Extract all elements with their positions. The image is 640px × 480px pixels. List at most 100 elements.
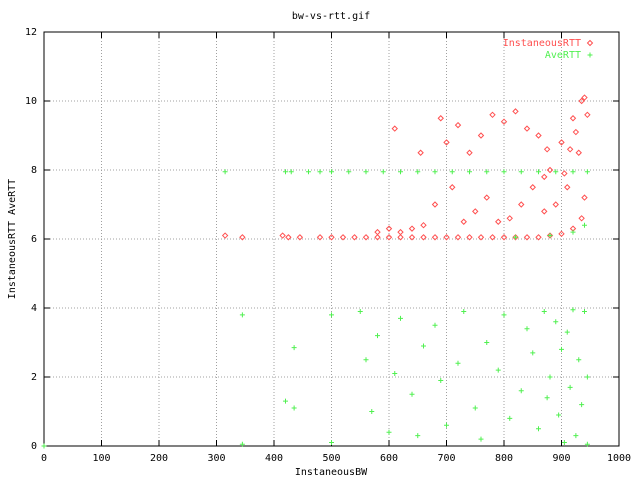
point — [454, 234, 462, 241]
point — [449, 169, 455, 175]
point — [41, 443, 47, 449]
point — [484, 169, 490, 175]
point — [374, 228, 381, 236]
point — [500, 118, 508, 125]
x-tick-label: 500 — [322, 453, 340, 464]
point — [362, 234, 370, 241]
point — [291, 405, 297, 411]
point — [567, 384, 573, 390]
point — [477, 132, 485, 139]
point — [507, 415, 513, 421]
point — [584, 441, 590, 447]
point — [291, 345, 297, 351]
x-tick-label: 400 — [265, 453, 283, 464]
legend-marker — [586, 39, 594, 47]
point — [575, 149, 582, 156]
y-tick-label: 6 — [31, 234, 37, 245]
legend-label: AveRTT — [545, 50, 581, 61]
plot-frame — [43, 31, 620, 447]
x-tick-label: 200 — [150, 453, 168, 464]
point — [518, 388, 524, 394]
point — [431, 234, 439, 241]
point — [397, 228, 404, 236]
point — [561, 440, 567, 446]
point — [578, 215, 585, 222]
point — [431, 201, 439, 208]
point — [351, 234, 358, 241]
y-axis-label: InstaneousRTT AveRTT — [7, 179, 18, 299]
point — [420, 221, 427, 229]
point — [357, 308, 363, 314]
point — [582, 222, 587, 228]
point — [501, 169, 507, 175]
point — [570, 169, 576, 175]
point — [386, 429, 392, 435]
y-tick-label: 2 — [31, 372, 37, 383]
point — [564, 329, 570, 335]
x-tick-label: 600 — [380, 453, 398, 464]
point — [374, 234, 381, 241]
point — [420, 234, 427, 241]
point — [564, 184, 571, 191]
point — [523, 125, 531, 132]
point — [530, 350, 536, 356]
point — [581, 194, 588, 201]
point — [415, 169, 421, 175]
point — [524, 326, 530, 332]
point — [582, 308, 587, 314]
x-tick-label: 300 — [207, 453, 225, 464]
point — [535, 132, 542, 139]
point — [561, 170, 568, 177]
point — [478, 436, 484, 442]
point — [239, 441, 245, 447]
point — [536, 169, 541, 175]
point — [222, 169, 228, 175]
point — [553, 169, 559, 175]
point — [454, 121, 462, 129]
point — [375, 333, 380, 339]
point — [283, 169, 288, 175]
point — [306, 169, 311, 175]
point — [316, 234, 324, 241]
point — [518, 169, 524, 175]
point — [288, 169, 294, 175]
point — [467, 169, 472, 175]
point — [461, 308, 467, 314]
point — [398, 315, 403, 321]
point — [558, 139, 565, 146]
x-axis-label: InstaneousBW — [295, 467, 368, 478]
x-tick-label: 800 — [495, 453, 513, 464]
point — [518, 201, 525, 208]
point — [547, 374, 553, 380]
point — [584, 169, 590, 175]
point — [221, 232, 229, 239]
point — [544, 395, 550, 401]
x-tick-label: 100 — [92, 453, 110, 464]
point — [391, 125, 398, 132]
y-tick-label: 10 — [25, 96, 37, 107]
point — [536, 426, 541, 432]
point — [443, 139, 450, 146]
y-tick-label: 4 — [31, 303, 37, 314]
point — [346, 169, 352, 175]
point — [541, 208, 548, 215]
point — [421, 343, 426, 349]
point — [408, 234, 416, 241]
point — [559, 346, 564, 352]
legend-label: InstaneousRTT — [503, 38, 581, 49]
point — [329, 440, 334, 446]
point — [437, 115, 444, 122]
point — [317, 169, 323, 175]
point — [552, 201, 559, 208]
y-tick-label: 12 — [25, 27, 37, 38]
x-tick-label: 900 — [552, 453, 570, 464]
point — [329, 169, 334, 175]
point — [438, 377, 444, 383]
point — [408, 225, 416, 232]
point — [556, 412, 562, 418]
point — [363, 169, 369, 175]
point — [546, 166, 554, 174]
point — [543, 146, 551, 153]
y-tick-label: 8 — [31, 165, 37, 176]
